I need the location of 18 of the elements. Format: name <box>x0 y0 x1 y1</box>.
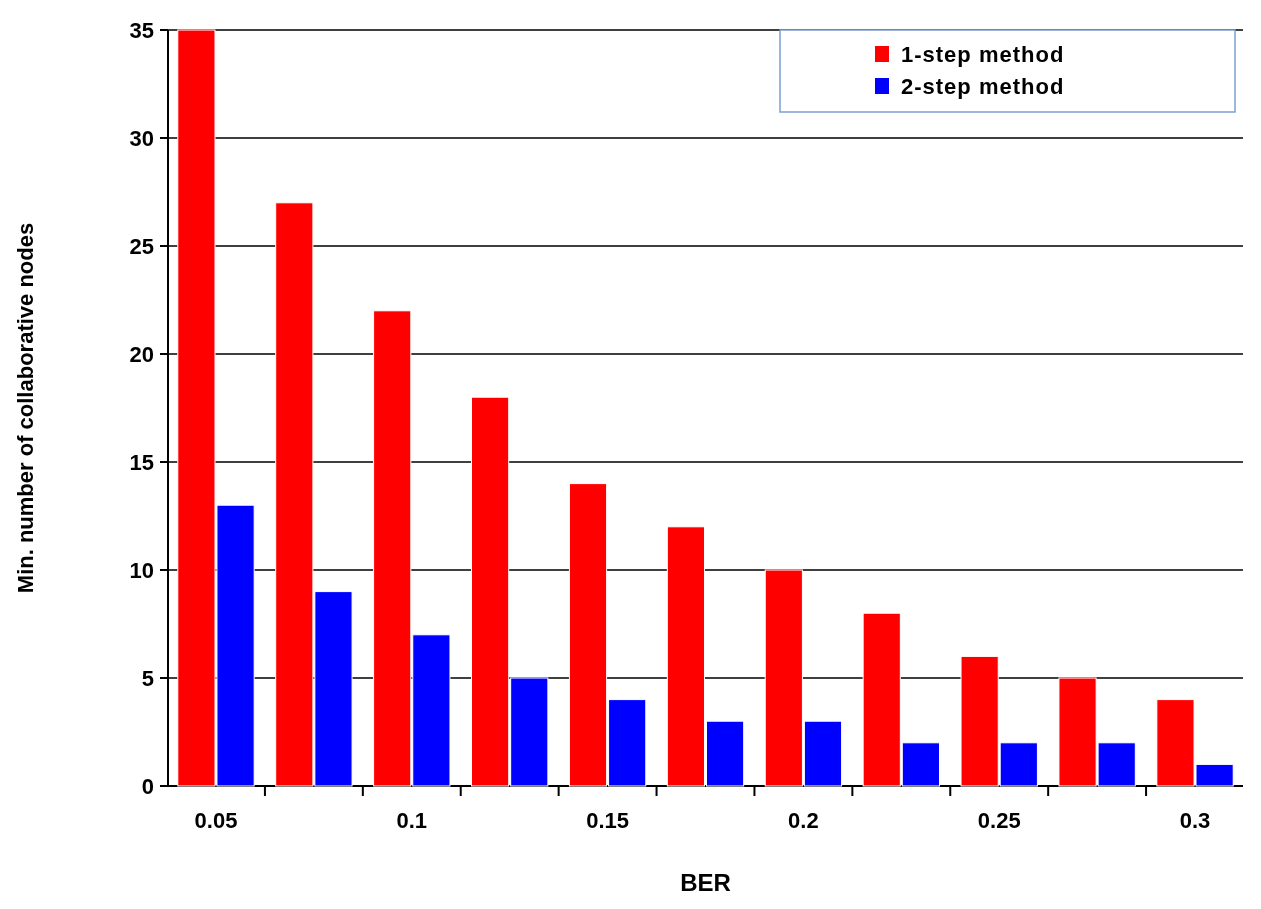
x-tick-label: 0.1 <box>396 808 428 833</box>
y-tick-label: 0 <box>141 773 154 799</box>
y-tick-label: 5 <box>141 665 154 691</box>
legend-label: 1-step method <box>901 41 1065 67</box>
y-tick-label: 15 <box>129 449 154 475</box>
y-tick-label: 25 <box>129 233 154 259</box>
y-tick-label: 20 <box>129 341 154 367</box>
x-tick-label: 0.2 <box>788 808 819 833</box>
x-axis-title: BER <box>680 869 731 896</box>
x-tick-label: 0.15 <box>586 808 630 833</box>
legend-label: 2-step method <box>901 73 1065 99</box>
y-tick-label: 35 <box>129 17 154 43</box>
y-tick-label: 30 <box>129 125 154 151</box>
x-tick-label: 0.3 <box>1179 808 1211 833</box>
x-tick-label: 0.05 <box>194 808 238 833</box>
y-axis-title: Min. number of collaborative nodes <box>13 222 38 594</box>
y-tick-label: 10 <box>129 557 154 583</box>
x-tick-label: 0.25 <box>977 808 1021 833</box>
